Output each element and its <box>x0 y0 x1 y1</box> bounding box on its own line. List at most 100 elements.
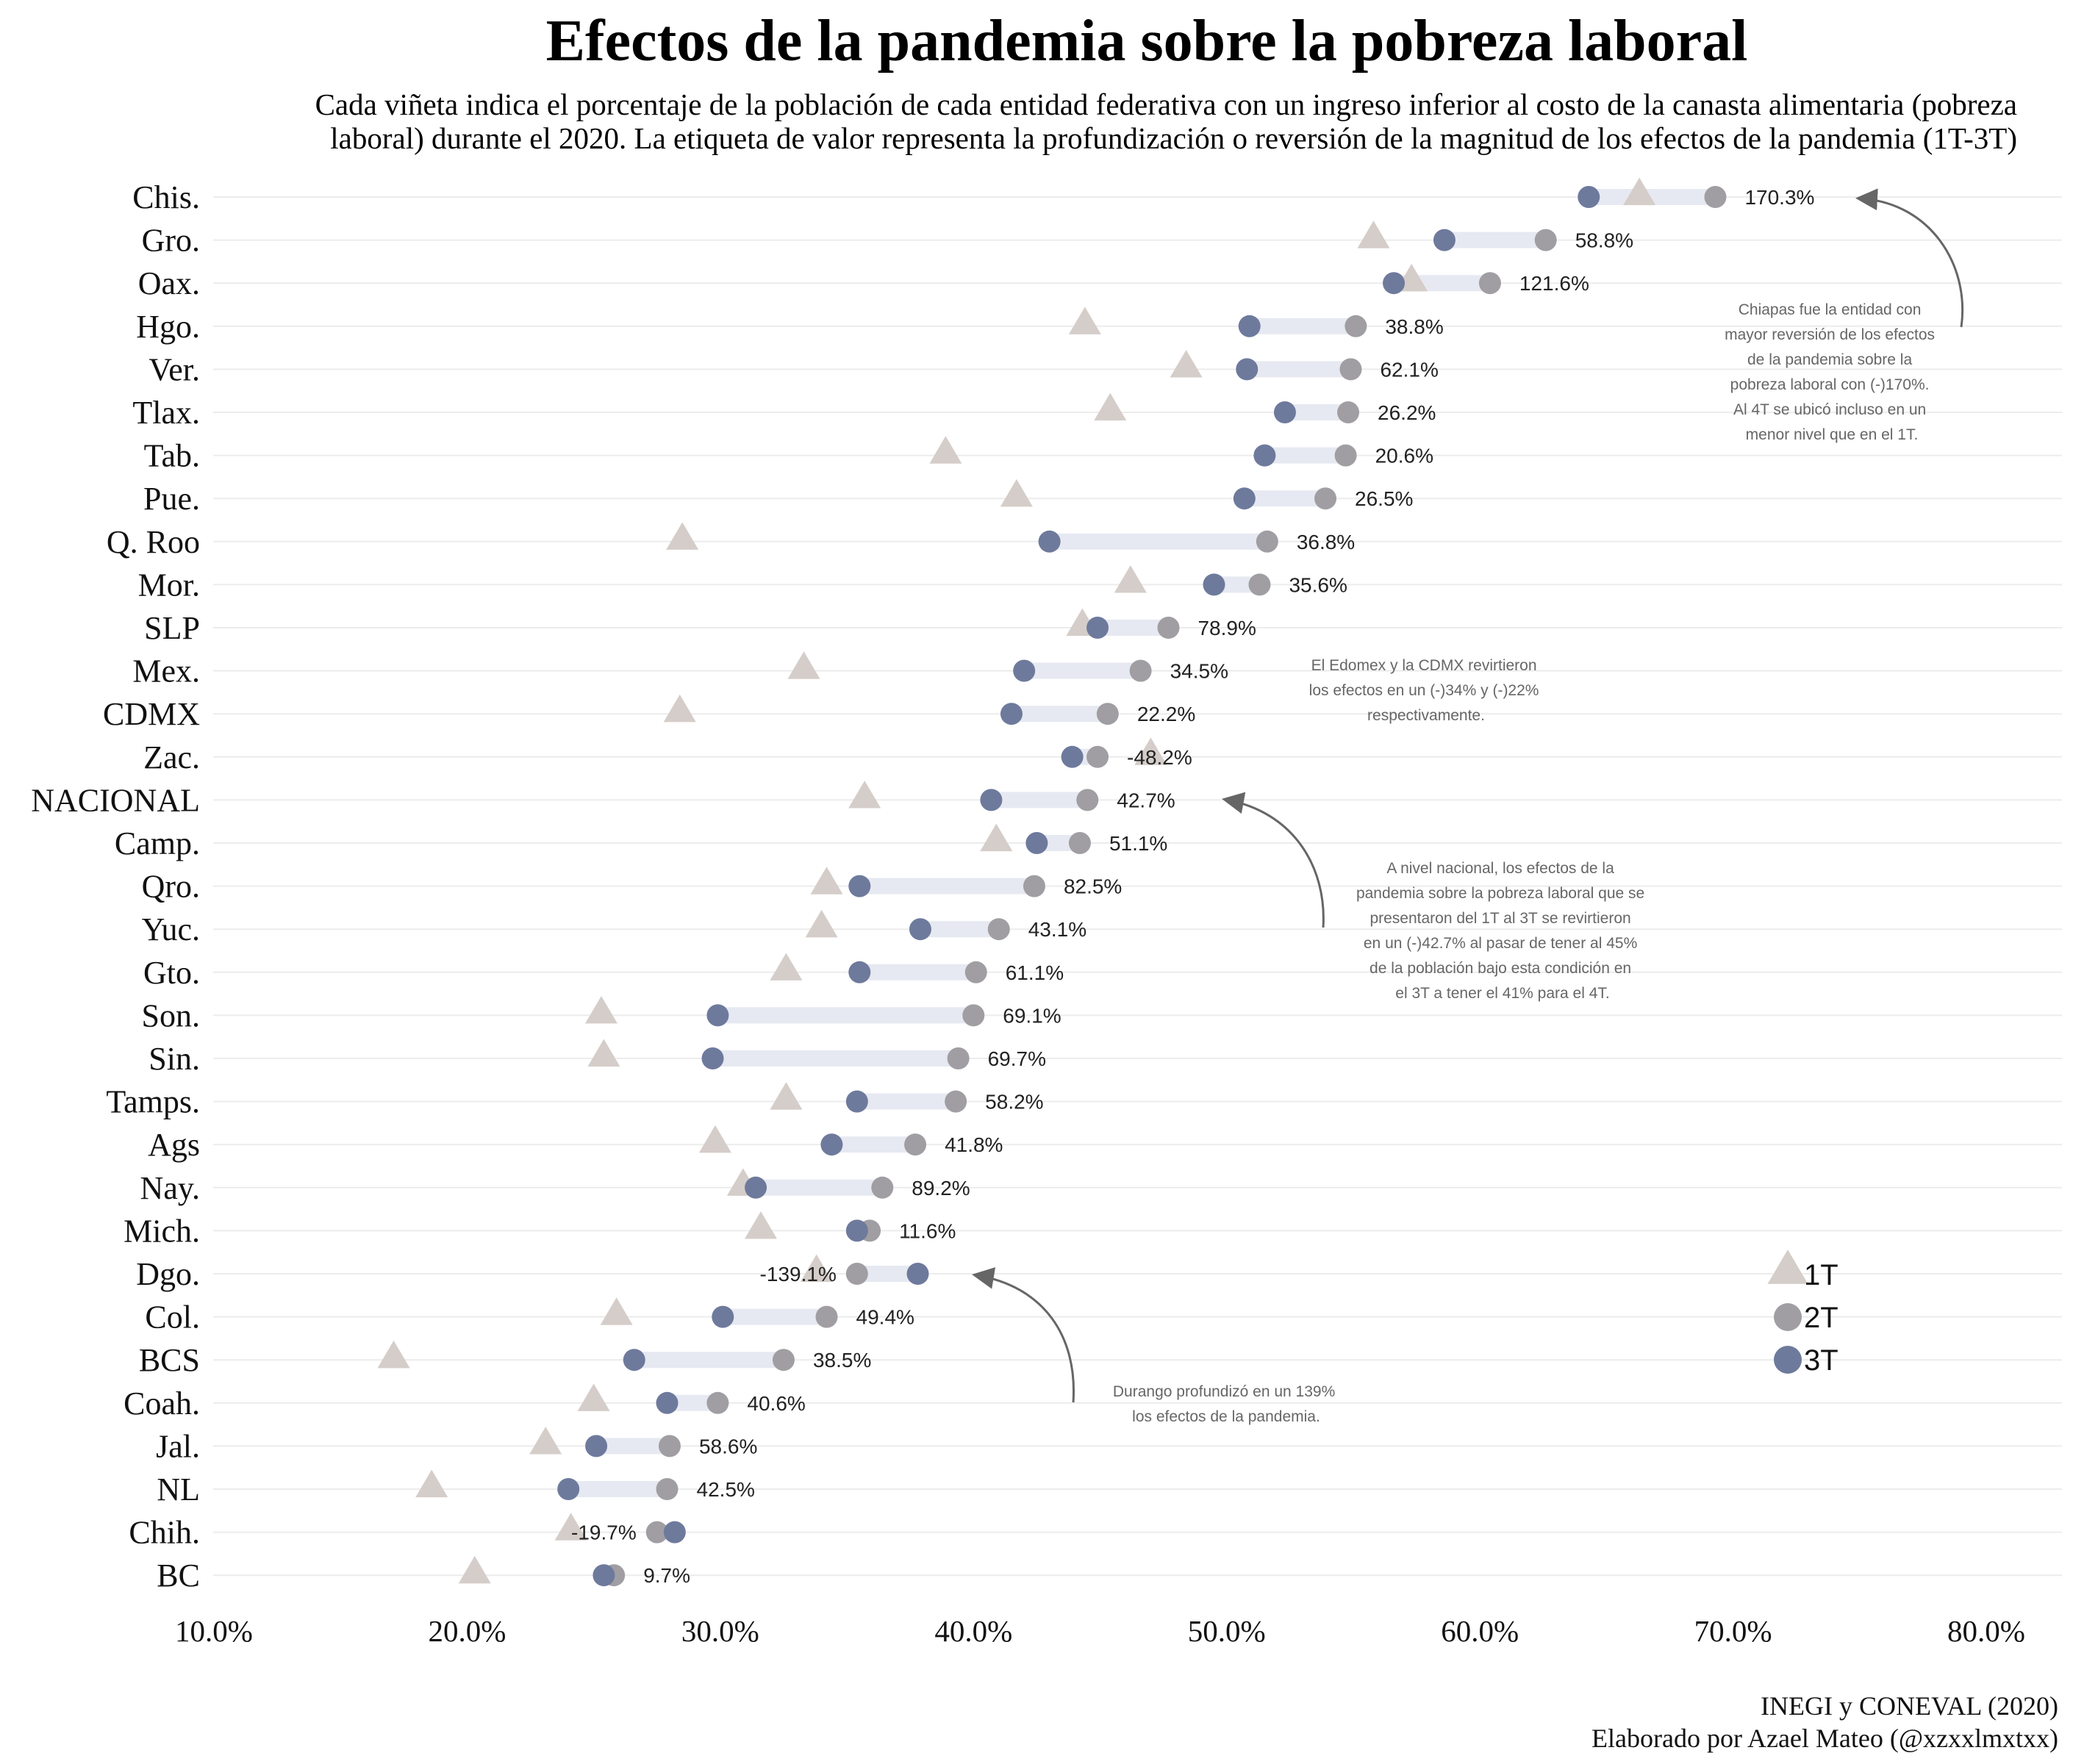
annotation-durango-text: Durango profundizó en un 139% los efecto… <box>1113 1383 1339 1425</box>
y-label-nl: NL <box>157 1471 200 1507</box>
y-label-jal: Jal. <box>156 1428 200 1464</box>
caption-source: INEGI y CONEVAL (2020) <box>1761 1691 2058 1721</box>
value-label-bcs: 38.5% <box>813 1349 871 1372</box>
marker-3t-tamps <box>845 1090 868 1113</box>
marker-2t-zac <box>1086 745 1109 768</box>
value-label-tlax: 26.2% <box>1378 401 1436 424</box>
marker-2t-son <box>962 1004 985 1027</box>
x-tick-1: 10.0% <box>175 1614 253 1648</box>
y-label-hgo: Hgo. <box>136 309 200 345</box>
marker-2t-nay <box>871 1176 894 1199</box>
y-label-mor: Mor. <box>138 567 200 603</box>
marker-3t-zac <box>1061 745 1084 768</box>
marker-3t-tab <box>1253 444 1276 467</box>
legend-marker-1t <box>1767 1250 1808 1284</box>
value-label-tab: 20.6% <box>1375 445 1433 467</box>
value-label-hgo: 38.8% <box>1385 315 1443 338</box>
legend-label-3t: 3T <box>1804 1344 1839 1377</box>
marker-2t-hgo <box>1345 315 1367 337</box>
value-label-son: 69.1% <box>1003 1004 1061 1027</box>
y-label-bcs: BCS <box>139 1342 200 1378</box>
marker-3t-hgo <box>1238 315 1261 337</box>
value-labels: 170.3% 58.8% 121.6% 38.8% 62.1% 26.2% 20.6% 26.… <box>571 186 1814 1587</box>
legend: 1T 2T 3T <box>1767 1250 1839 1377</box>
marker-1t-dgo <box>800 1254 833 1283</box>
marker-2t-nacional <box>1076 789 1099 811</box>
x-tick-8: 80.0% <box>1947 1614 2025 1648</box>
y-label-chis: Chis. <box>132 179 200 215</box>
chart-subtitle-line-1: Cada viñeta indica el porcentaje de la p… <box>315 87 2017 121</box>
marker-1t-ags <box>698 1125 731 1153</box>
marker-3t-mor <box>1203 573 1225 596</box>
marker-2t-chih <box>645 1521 668 1544</box>
marker-3t-chih <box>663 1521 686 1544</box>
y-label-qro: Qro. <box>142 869 200 905</box>
marker-3t-slp <box>1086 617 1109 639</box>
legend-marker-3t <box>1774 1346 1802 1374</box>
marker-2t-qro <box>1023 875 1045 897</box>
marker-3t-col <box>712 1305 734 1328</box>
y-label-mich: Mich. <box>123 1213 200 1249</box>
marker-1t-qro <box>810 867 843 894</box>
marker-1t-col <box>600 1297 633 1325</box>
y-label-cdmx: CDMX <box>103 696 200 732</box>
legend-label-1t: 1T <box>1804 1259 1839 1291</box>
marker-3t-jal <box>585 1435 608 1458</box>
marker-3t-dgo <box>906 1263 929 1285</box>
marker-1t-gro <box>1357 220 1390 248</box>
marker-2t-chis <box>1704 186 1727 208</box>
marker-3t-son <box>706 1004 729 1027</box>
x-tick-3: 30.0% <box>681 1614 759 1648</box>
marker-1t-camp <box>980 823 1013 852</box>
y-label-oax: Oax. <box>138 265 200 301</box>
marker-1t-cdmx <box>663 694 696 723</box>
marker-2t-slp <box>1157 617 1180 639</box>
marker-3t-coah <box>656 1391 679 1414</box>
x-tick-5: 50.0% <box>1188 1614 1266 1648</box>
marker-1t-ver <box>1170 350 1203 378</box>
marker-3t-ver <box>1236 358 1259 381</box>
value-label-oax: 121.6% <box>1519 272 1589 295</box>
value-label-mich: 11.6% <box>899 1219 956 1242</box>
value-label-mex: 34.5% <box>1170 660 1228 683</box>
value-label-bc: 9.7% <box>643 1564 690 1587</box>
annotation-chiapas-arrow <box>1855 188 1963 328</box>
x-tick-6: 60.0% <box>1441 1614 1519 1648</box>
y-label-ags: Ags <box>148 1127 200 1163</box>
marker-2t-yuc <box>987 918 1010 941</box>
marker-1t-mor <box>1114 565 1147 593</box>
y-label-zac: Zac. <box>143 739 200 775</box>
value-label-ver: 62.1% <box>1380 358 1438 381</box>
marker-3t-nacional <box>980 789 1003 811</box>
marker-1t-bcs <box>377 1340 410 1369</box>
marker-3t-ags <box>820 1133 843 1156</box>
y-label-tab: Tab. <box>144 438 200 474</box>
marker-2t-sin <box>947 1047 970 1069</box>
marker-1t-tamps <box>770 1082 803 1110</box>
value-label-col: 49.4% <box>856 1306 914 1329</box>
marker-2t-coah <box>706 1391 729 1414</box>
marker-2t-cdmx <box>1096 703 1119 725</box>
annotation-nacional: A nivel nacional, los efectos de la pand… <box>1222 792 1649 1002</box>
x-axis-labels: 10.0% 20.0% 30.0% 40.0% 50.0% 60.0% 70.0% 80.0% <box>175 1614 2025 1648</box>
marker-1t-pue <box>1000 478 1033 507</box>
marker-1t-chih <box>554 1513 587 1541</box>
y-label-camp: Camp. <box>115 825 200 861</box>
marker-3t-gto <box>848 961 871 983</box>
marker-1t-q-roo <box>666 522 699 550</box>
value-label-mor: 35.6% <box>1289 573 1347 596</box>
legend-label-2t: 2T <box>1804 1302 1839 1334</box>
marker-3t-nl <box>557 1478 580 1500</box>
y-label-tamps: Tamps. <box>106 1084 200 1120</box>
y-label-q-roo: Q. Roo <box>107 524 200 560</box>
marker-1t-tab <box>929 436 962 464</box>
marker-1t-son <box>584 996 617 1024</box>
marker-3t-camp <box>1025 832 1048 854</box>
marker-2t-tlax <box>1337 401 1360 423</box>
marker-2t-ver <box>1339 358 1362 381</box>
value-label-jal: 58.6% <box>699 1435 757 1458</box>
annotation-nacional-text: A nivel nacional, los efectos de la pand… <box>1356 860 1649 1002</box>
y-label-mex: Mex. <box>132 653 200 689</box>
value-label-coah: 40.6% <box>747 1392 805 1415</box>
